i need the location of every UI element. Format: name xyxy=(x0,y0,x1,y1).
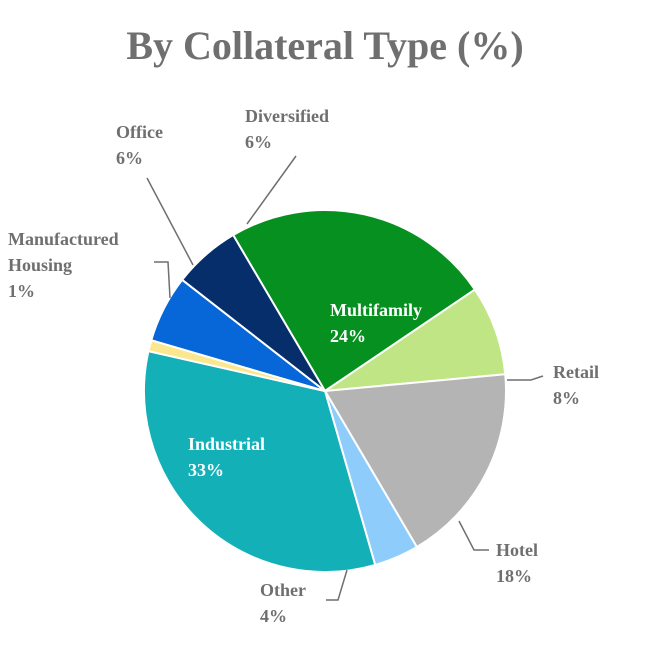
data-label-other: Other 4% xyxy=(260,580,306,626)
data-label-manufactured-housing: Manufactured Housing 1% xyxy=(8,229,119,301)
leader-line-office xyxy=(146,177,194,266)
data-label-office: Office 6% xyxy=(116,122,163,168)
pie-slice-industrial xyxy=(143,350,377,573)
pie-slice-retail xyxy=(324,288,507,392)
data-label-hotel: Hotel 18% xyxy=(496,540,538,586)
pie-slice-diversified xyxy=(181,234,326,392)
chart-title: By Collateral Type (%) xyxy=(126,23,524,68)
pie-slice-hotel xyxy=(324,373,507,548)
leader-line-other xyxy=(326,569,348,601)
leader-line-retail xyxy=(507,375,544,381)
leader-line-hotel xyxy=(458,520,489,551)
data-label-industrial: Industrial 33% xyxy=(188,434,265,480)
data-label-diversified: Diversified 6% xyxy=(245,106,329,152)
leader-line-diversified xyxy=(246,155,297,225)
leader-line-manufactured-housing xyxy=(154,261,171,299)
pie-slice-multifamily xyxy=(232,209,476,392)
data-label-multifamily: Multifamily 24% xyxy=(330,300,422,346)
data-label-retail: Retail 8% xyxy=(553,362,599,408)
